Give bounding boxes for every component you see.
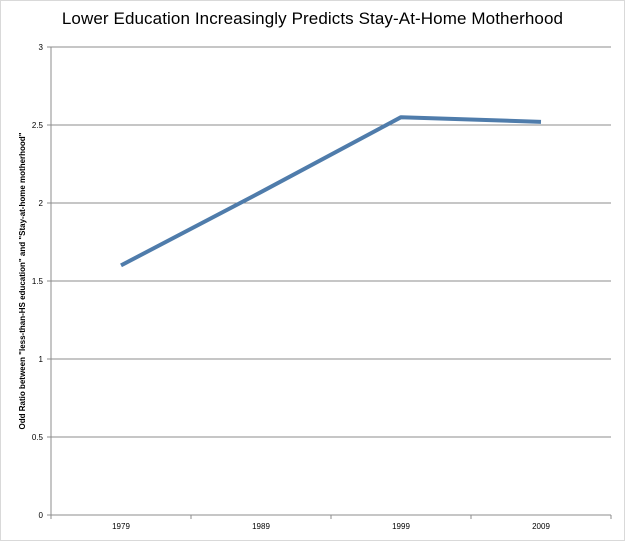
series-line	[120, 115, 542, 268]
y-tick-label: 0.5	[32, 433, 44, 442]
chart-title: Lower Education Increasingly Predicts St…	[61, 9, 564, 28]
x-tick-label: 1989	[252, 522, 270, 531]
y-tick-label: 3	[39, 43, 44, 52]
y-tick-label: 0	[39, 511, 44, 520]
x-tick-label: 1999	[392, 522, 410, 531]
y-tick-label: 2.5	[32, 121, 44, 130]
gridlines	[51, 46, 611, 438]
y-tick-label: 1	[39, 355, 44, 364]
tick-labels: 0 0.5 1 1.5 2 2.5 3 1979 1989 1999 2009	[32, 43, 551, 531]
y-tick-label: 2	[39, 199, 44, 208]
y-axis-title: Odd Ratio between "less-than-HS educatio…	[18, 132, 27, 429]
series-layer	[120, 115, 542, 268]
x-tick-label: 1979	[112, 522, 130, 531]
x-tick-label: 2009	[532, 522, 550, 531]
y-tick-label: 1.5	[32, 277, 44, 286]
axes	[47, 46, 612, 519]
